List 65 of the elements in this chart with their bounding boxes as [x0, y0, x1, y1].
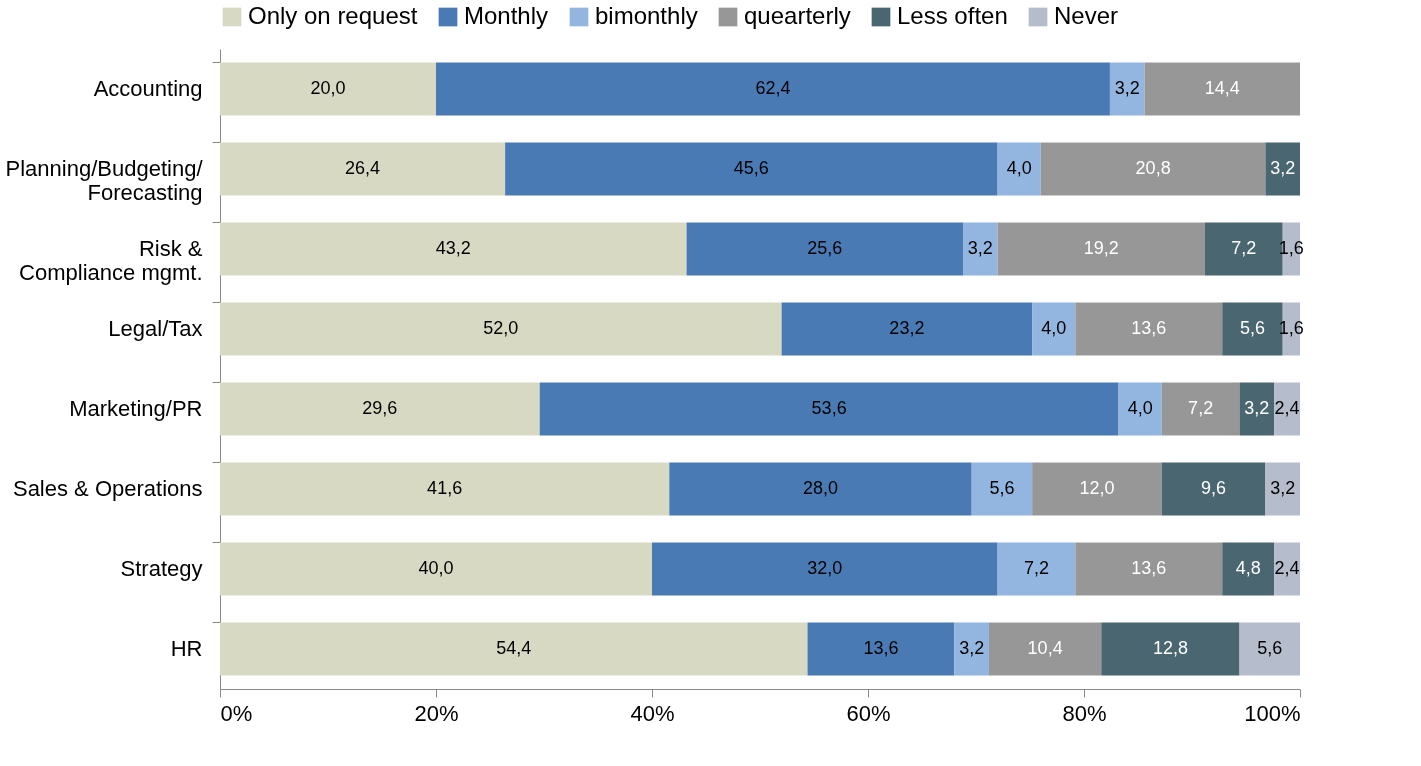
- x-tick-label: 40%: [630, 700, 675, 726]
- data-label: 4,8: [1235, 558, 1261, 578]
- data-label: 10,4: [1027, 638, 1063, 658]
- data-label: 5,6: [1257, 638, 1283, 658]
- data-label: 53,6: [811, 398, 847, 418]
- data-label: 41,6: [427, 478, 463, 498]
- data-label: 5,6: [1239, 318, 1265, 338]
- data-label: 13,6: [863, 638, 899, 658]
- y-tick-label: Marketing/PR: [69, 396, 203, 421]
- data-label: 28,0: [802, 478, 838, 498]
- data-label: 1,6: [1278, 238, 1304, 258]
- x-tick-label: 0%: [220, 700, 253, 726]
- data-label: 32,0: [807, 558, 843, 578]
- data-label: 3,2: [1270, 158, 1296, 178]
- data-label: 3,2: [1244, 398, 1270, 418]
- data-label: 12,8: [1152, 638, 1188, 658]
- data-label: 7,2: [1023, 558, 1049, 578]
- x-tick-label: 100%: [1244, 700, 1301, 726]
- y-tick-label: Accounting: [93, 76, 203, 101]
- data-label: 2,4: [1274, 558, 1300, 578]
- legend-label: bimonthly: [595, 2, 698, 29]
- y-tick-label: Strategy: [120, 556, 203, 581]
- x-tick-label: 20%: [414, 700, 459, 726]
- y-tick-label: HR: [170, 636, 203, 661]
- data-label: 25,6: [807, 238, 843, 258]
- data-label: 45,6: [733, 158, 769, 178]
- y-tick-label: Risk & Compliance mgmt.: [19, 236, 203, 285]
- data-label: 43,2: [435, 238, 471, 258]
- legend-label: Only on request: [248, 2, 418, 29]
- legend-label: Less often: [897, 2, 1008, 29]
- data-label: 13,6: [1131, 318, 1167, 338]
- data-label: 3,2: [1270, 478, 1296, 498]
- legend-label: Monthly: [464, 2, 549, 29]
- data-label: 13,6: [1131, 558, 1167, 578]
- data-label: 29,6: [362, 398, 398, 418]
- y-tick-label: Legal/Tax: [108, 316, 203, 341]
- data-label: 20,8: [1135, 158, 1171, 178]
- data-label: 4,0: [1041, 318, 1067, 338]
- y-tick-label: Planning/Budgeting/ Forecasting: [5, 156, 204, 205]
- data-label: 9,6: [1201, 478, 1227, 498]
- data-label: 1,6: [1278, 318, 1304, 338]
- data-label: 54,4: [496, 638, 532, 658]
- data-label: 7,2: [1231, 238, 1257, 258]
- y-tick-label: Sales & Operations: [12, 476, 203, 501]
- data-label: 7,2: [1188, 398, 1214, 418]
- legend-label: Never: [1054, 2, 1119, 29]
- data-label: 2,4: [1274, 398, 1300, 418]
- data-label: 4,0: [1006, 158, 1032, 178]
- data-label: 19,2: [1083, 238, 1119, 258]
- data-label: 3,2: [1114, 78, 1140, 98]
- data-label: 14,4: [1204, 78, 1240, 98]
- data-label: 3,2: [959, 638, 985, 658]
- data-label: 3,2: [967, 238, 993, 258]
- data-label: 12,0: [1079, 478, 1115, 498]
- x-tick-label: 60%: [846, 700, 891, 726]
- data-label: 5,6: [989, 478, 1015, 498]
- data-label: 4,0: [1127, 398, 1153, 418]
- data-label: 20,0: [310, 78, 346, 98]
- data-label: 62,4: [755, 78, 791, 98]
- data-label: 26,4: [345, 158, 381, 178]
- data-label: 23,2: [889, 318, 925, 338]
- data-label: 40,0: [418, 558, 454, 578]
- legend-label: quearterly: [744, 2, 851, 29]
- data-label: 52,0: [483, 318, 519, 338]
- x-tick-label: 80%: [1062, 700, 1107, 726]
